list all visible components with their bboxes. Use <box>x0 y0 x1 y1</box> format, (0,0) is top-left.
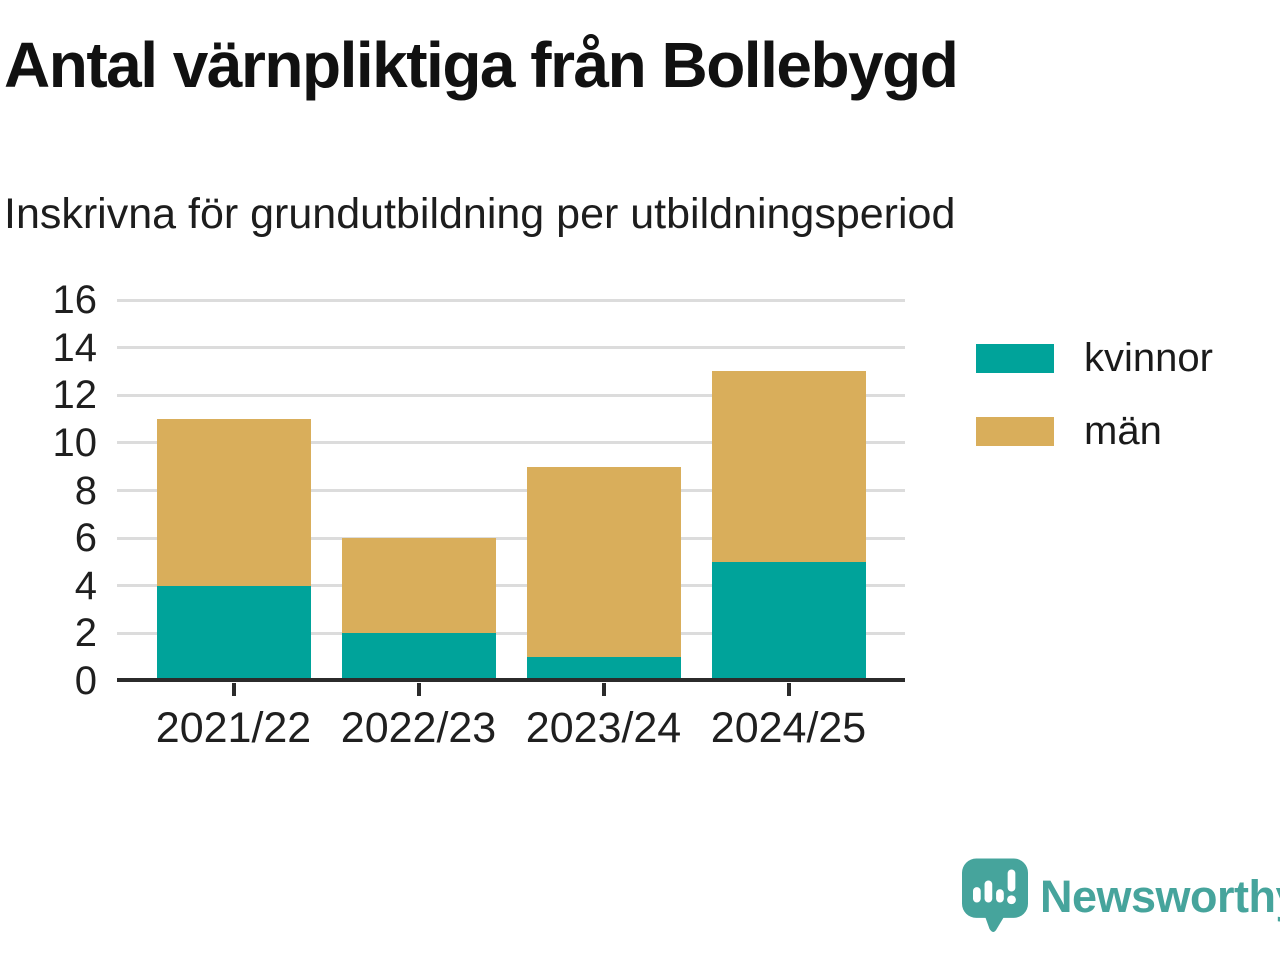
bar-2023/24-kvinnor <box>526 657 681 681</box>
x-axis-line <box>117 678 905 682</box>
x-axis-tick-2021/22 <box>231 683 236 696</box>
newsworthy-logo: Newsworthy <box>962 858 1280 936</box>
gridline-y-4 <box>117 584 905 588</box>
legend-item-män: män <box>976 409 1213 454</box>
legend-label-kvinnor: kvinnor <box>1084 336 1213 380</box>
bar-chart-plot-area: 0 2 4 6 8 10 12 14 16 2021/22 2022/23 2023/24 2024/2… <box>53 278 905 752</box>
x-axis-label-2022/23: 2022/23 <box>340 704 497 752</box>
bar-2024/25-män <box>711 371 866 562</box>
y-axis-label-8: 8 <box>74 468 97 513</box>
chart-subtitle: Inskrivna för grundutbildning per utbild… <box>4 190 956 238</box>
gridline-y-8 <box>117 489 905 492</box>
legend: kvinnor män <box>976 336 1213 482</box>
y-axis-label-14: 14 <box>52 325 98 370</box>
gridline-y-16 <box>117 298 905 302</box>
bar-2021/22-män <box>156 419 311 586</box>
y-axis-label-6: 6 <box>74 516 97 561</box>
y-axis-label-16: 16 <box>52 278 98 322</box>
newsworthy-logo-text: Newsworthy <box>1040 871 1280 922</box>
y-axis-label-12: 12 <box>52 373 98 418</box>
legend-swatch-kvinnor <box>976 344 1054 373</box>
gridline-y-12 <box>117 393 905 397</box>
newsworthy-logo-icon <box>962 858 1028 932</box>
y-axis-label-2: 2 <box>74 611 97 656</box>
bar-2022/23-kvinnor <box>341 633 496 681</box>
y-axis-label-4: 4 <box>74 563 97 608</box>
bar-2021/22-kvinnor <box>156 585 311 681</box>
x-axis-label-2024/25: 2024/25 <box>710 704 867 752</box>
chart-title: Antal värnpliktiga från Bollebygd <box>4 29 959 101</box>
legend-swatch-män <box>976 417 1054 446</box>
bar-2022/23-män <box>341 538 496 634</box>
y-axis-label-0: 0 <box>74 659 97 703</box>
gridline-y-6 <box>117 536 905 540</box>
bar-2023/24-män <box>526 466 681 658</box>
x-axis-label-2023/24: 2023/24 <box>525 704 682 752</box>
legend-item-kvinnor: kvinnor <box>976 336 1213 381</box>
gridline-y-10 <box>117 441 905 445</box>
x-axis-label-2021/22: 2021/22 <box>155 704 312 752</box>
gridline-y-2 <box>117 631 905 635</box>
x-axis-tick-2024/25 <box>786 683 791 696</box>
x-axis-tick-2023/24 <box>601 683 606 696</box>
y-axis-label-10: 10 <box>52 420 98 465</box>
legend-label-män: män <box>1084 409 1162 453</box>
gridline-y-14 <box>117 346 905 350</box>
bar-2024/25-kvinnor <box>711 561 866 681</box>
x-axis-tick-2022/23 <box>416 683 421 696</box>
